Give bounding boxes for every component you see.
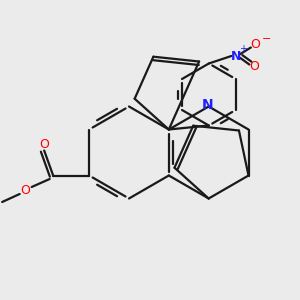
Text: N: N: [201, 98, 213, 112]
Text: −: −: [262, 34, 271, 44]
Text: O: O: [250, 38, 260, 52]
Text: N: N: [231, 50, 242, 62]
Text: O: O: [249, 61, 259, 74]
Text: +: +: [239, 44, 247, 53]
Text: O: O: [39, 137, 49, 151]
Text: O: O: [21, 184, 31, 197]
